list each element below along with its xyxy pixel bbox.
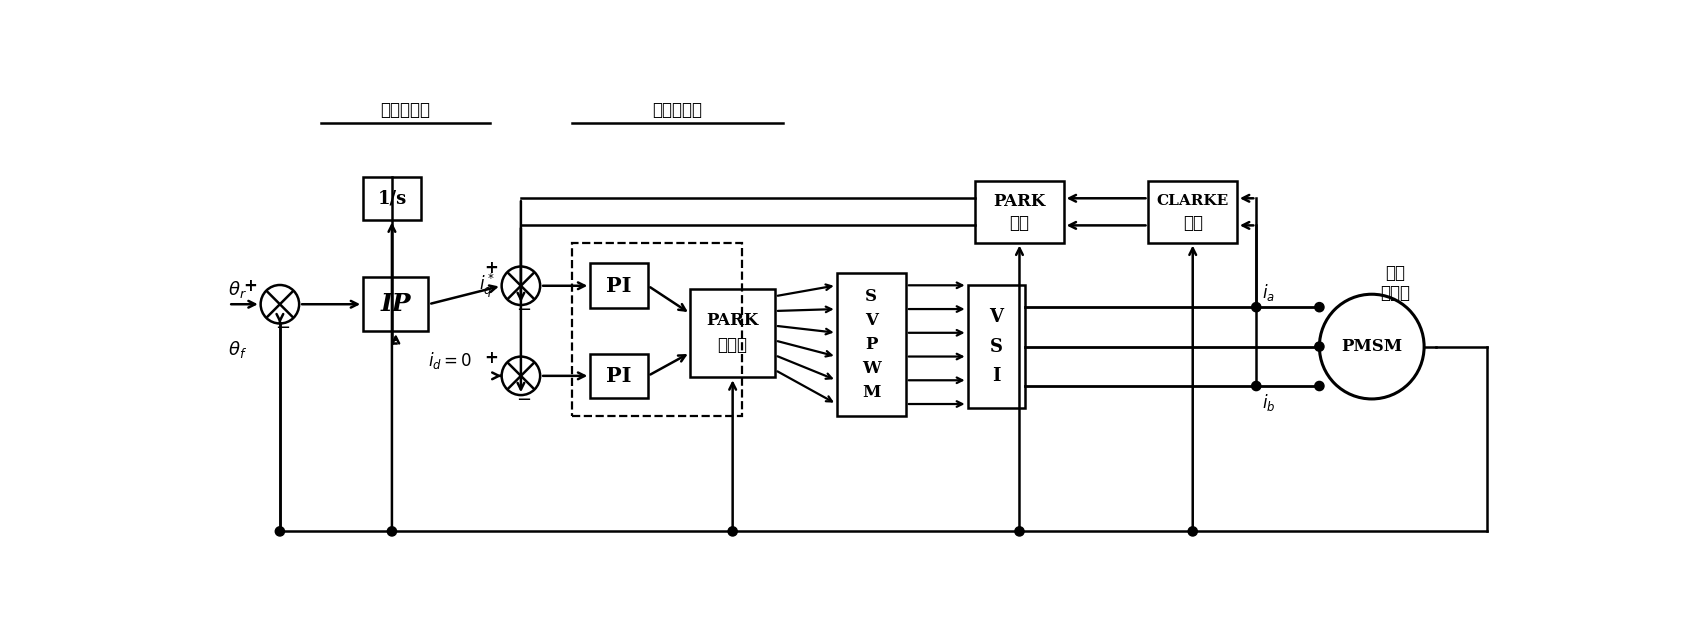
Text: S: S: [865, 288, 877, 305]
Circle shape: [388, 527, 396, 536]
Bar: [364, 177, 422, 219]
Text: CLARKE: CLARKE: [1156, 194, 1229, 208]
Text: IP: IP: [381, 292, 411, 316]
Text: 位置: 位置: [1386, 265, 1404, 282]
Circle shape: [1314, 382, 1324, 391]
Bar: [573, 243, 741, 416]
Text: 逆变换: 逆变换: [717, 336, 748, 354]
Text: PARK: PARK: [993, 193, 1046, 209]
Text: $-$: $-$: [517, 389, 532, 407]
Bar: [836, 273, 906, 416]
Text: $\theta_f$: $\theta_f$: [228, 339, 246, 360]
Text: 变换: 变换: [1183, 214, 1202, 232]
Circle shape: [1251, 382, 1261, 391]
Bar: [590, 354, 648, 398]
Circle shape: [275, 527, 284, 536]
Text: S: S: [989, 338, 1003, 356]
Circle shape: [1314, 303, 1324, 312]
Circle shape: [1251, 303, 1261, 312]
Text: V: V: [865, 312, 877, 329]
Text: PI: PI: [607, 276, 632, 296]
Text: $i_q^*$: $i_q^*$: [479, 272, 495, 300]
Circle shape: [1314, 342, 1324, 351]
Text: $i_b$: $i_b$: [1261, 392, 1275, 413]
Text: 1/s: 1/s: [377, 190, 406, 207]
Text: I: I: [993, 367, 1001, 385]
Circle shape: [728, 527, 738, 536]
Bar: [976, 181, 1064, 243]
Text: $\theta_r$: $\theta_r$: [228, 279, 246, 300]
Text: P: P: [865, 336, 877, 353]
Text: +: +: [243, 277, 257, 295]
Text: PMSM: PMSM: [1341, 338, 1402, 355]
Bar: [690, 289, 775, 377]
Text: 传感器: 传感器: [1380, 284, 1409, 301]
Text: 电流控制器: 电流控制器: [653, 101, 702, 119]
Text: PARK: PARK: [707, 312, 758, 329]
Text: M: M: [862, 384, 881, 401]
Text: W: W: [862, 360, 881, 377]
Circle shape: [1015, 527, 1023, 536]
Text: PI: PI: [607, 366, 632, 386]
Text: 变换: 变换: [1010, 214, 1030, 232]
Text: +: +: [484, 349, 498, 367]
Circle shape: [1188, 527, 1197, 536]
Bar: [967, 285, 1025, 408]
Bar: [590, 263, 648, 308]
Bar: [1149, 181, 1238, 243]
Text: $i_d=0$: $i_d=0$: [428, 350, 473, 371]
Text: $-$: $-$: [275, 317, 291, 335]
Text: $-$: $-$: [517, 299, 532, 317]
Text: $i_a$: $i_a$: [1261, 282, 1275, 303]
Bar: [364, 277, 428, 331]
Text: V: V: [989, 308, 1003, 326]
Text: 位置控制器: 位置控制器: [381, 101, 430, 119]
Text: +: +: [484, 259, 498, 277]
